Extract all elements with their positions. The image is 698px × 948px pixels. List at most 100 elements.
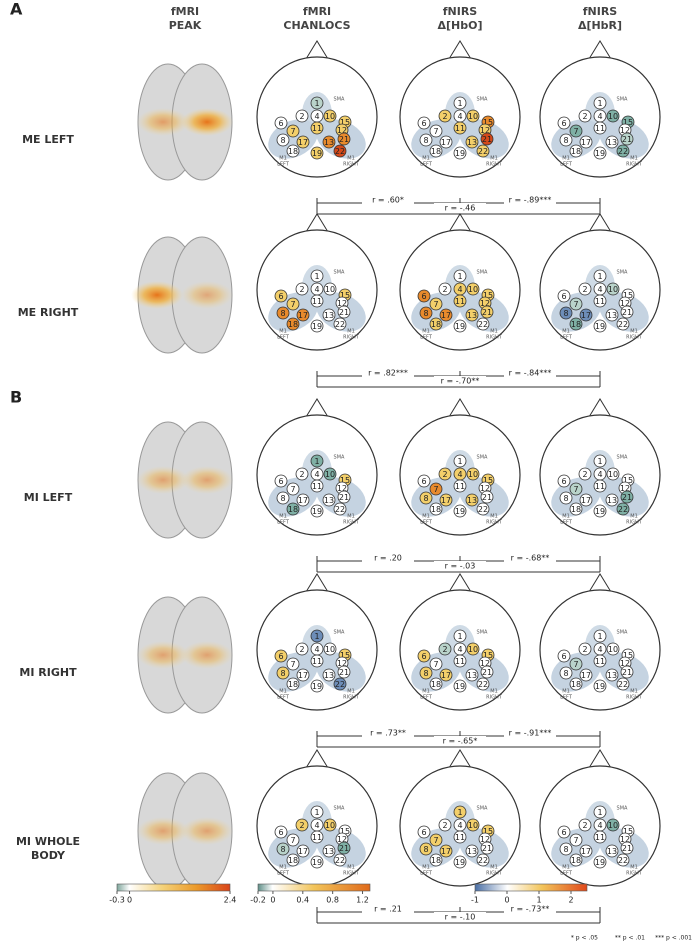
m1-label: LEFT: [560, 871, 573, 877]
sma-label: SMA: [477, 97, 488, 103]
channel-label: 4: [314, 821, 319, 830]
channel: [559, 842, 573, 856]
channel: [453, 121, 467, 135]
channel: [569, 297, 583, 311]
channel-label: 4: [597, 470, 602, 479]
channel-label: 19: [312, 322, 322, 331]
channel-label: 6: [278, 119, 283, 128]
channel-label: 21: [482, 493, 492, 502]
channel: [466, 642, 480, 656]
m1-label: M1: [347, 514, 355, 520]
m1-label: RIGHT: [486, 871, 503, 877]
channel-label: 11: [595, 124, 605, 133]
channel-label: 10: [608, 645, 618, 654]
channel: [429, 297, 443, 311]
colorbar-tick-label: 0: [270, 896, 275, 905]
channel-label: 10: [468, 645, 478, 654]
m1-label: M1: [347, 865, 355, 871]
channel-label: 11: [455, 657, 465, 666]
sma-label: SMA: [334, 270, 345, 276]
channel: [480, 841, 494, 855]
channel: [557, 474, 571, 488]
channel-label: 6: [278, 292, 283, 301]
sma-label: SMA: [477, 630, 488, 636]
channel-label: 17: [441, 138, 451, 147]
column-header: fMRI: [171, 5, 199, 18]
channel: [606, 467, 620, 481]
channel-label: 19: [312, 682, 322, 691]
channel-label: 2: [299, 285, 304, 294]
channel-label: 7: [433, 300, 438, 309]
label-bg: [434, 376, 486, 385]
channel-label: 7: [433, 836, 438, 845]
channel: [579, 844, 593, 858]
channel-label: 6: [278, 477, 283, 486]
channel: [438, 467, 452, 481]
channel-label: 10: [608, 470, 618, 479]
channel: [276, 133, 290, 147]
channel-label: 17: [441, 311, 451, 320]
channel-label: 11: [312, 482, 322, 491]
channel-label: 1: [314, 632, 319, 641]
channel: [557, 116, 571, 130]
channel-label: 11: [312, 124, 322, 133]
correlation: r = -.46: [445, 204, 476, 213]
channel-label: 2: [582, 470, 587, 479]
sma-label: SMA: [617, 270, 628, 276]
channel-label: 15: [340, 118, 350, 127]
channel: [579, 668, 593, 682]
label-bg: [362, 728, 414, 737]
channel: [620, 665, 634, 679]
channel-label: 2: [582, 112, 587, 121]
channel-label: 6: [421, 652, 426, 661]
channel: [295, 109, 309, 123]
channel: [569, 657, 583, 671]
channel: [296, 668, 310, 682]
channel-label: 7: [433, 660, 438, 669]
m1-label: LEFT: [560, 695, 573, 701]
channel: [429, 677, 443, 691]
nose: [588, 749, 612, 769]
nose: [305, 573, 329, 593]
channel: [606, 642, 620, 656]
label-bg: [362, 368, 414, 377]
channel: [417, 116, 431, 130]
colorbar: [257, 883, 371, 892]
channel-label: 7: [433, 127, 438, 136]
channel-label: 1: [597, 808, 602, 817]
colorbar-tick-label: -0.3: [109, 896, 125, 905]
channel: [453, 146, 467, 160]
label-bg: [434, 561, 486, 570]
channel: [557, 649, 571, 663]
channel-label: 11: [455, 124, 465, 133]
channel-label: 12: [480, 835, 490, 844]
channel: [579, 493, 593, 507]
channel-label: 1: [314, 808, 319, 817]
channel-label: 17: [298, 138, 308, 147]
channel: [557, 825, 571, 839]
channel-label: 15: [483, 118, 493, 127]
sma-label: SMA: [477, 455, 488, 461]
channel-label: 22: [618, 856, 628, 865]
channel-label: 18: [288, 680, 298, 689]
channel-label: 10: [608, 821, 618, 830]
channel: [296, 844, 310, 858]
channel: [274, 116, 288, 130]
channel-label: 6: [561, 292, 566, 301]
channel-label: 21: [622, 135, 632, 144]
channel: [480, 490, 494, 504]
channel: [323, 642, 337, 656]
sma-label: SMA: [477, 270, 488, 276]
sma-label: SMA: [334, 630, 345, 636]
channel-label: 7: [573, 127, 578, 136]
channel-label: 17: [581, 671, 591, 680]
column-header: Δ[HbO]: [438, 19, 483, 32]
activation: [137, 641, 189, 669]
channel: [578, 109, 592, 123]
channel: [439, 493, 453, 507]
channel-label: 2: [299, 470, 304, 479]
channel: [337, 132, 351, 146]
channel: [419, 666, 433, 680]
label-bg: [362, 904, 414, 913]
